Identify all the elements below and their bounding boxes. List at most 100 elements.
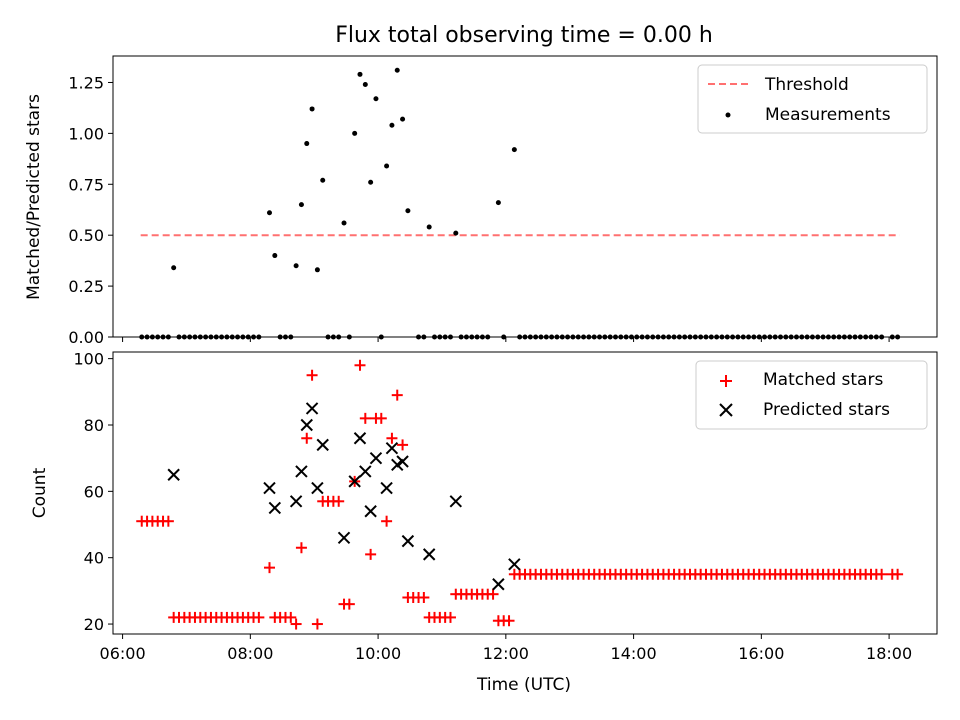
predicted-star-marker: [396, 455, 409, 468]
predicted-star-marker: [492, 578, 505, 591]
matched-star-marker: [285, 611, 297, 623]
bottom-x-ticks: 06:00 08:00 10:00 12:00 14:00 16:00 18:00: [100, 634, 912, 663]
predicted-star-marker: [359, 465, 372, 478]
matched-star-marker: [290, 618, 302, 630]
matched-star-marker: [386, 432, 398, 444]
predicted-star-marker: [348, 475, 361, 488]
matched-star-marker: [365, 548, 377, 560]
top-y-ticks: 0.00 0.25 0.50 0.75 1.00 1.25: [68, 73, 113, 347]
measurement-point: [352, 130, 358, 136]
top-legend-box: [697, 64, 928, 134]
x-tick-label: 14:00: [611, 644, 657, 663]
bottom-legend-box: [695, 360, 928, 430]
predicted-star-marker: [300, 418, 313, 432]
x-tick-label: 08:00: [227, 644, 273, 663]
y-tick-label: 20: [84, 615, 104, 634]
measurement-point: [405, 208, 411, 214]
matched-star-marker: [418, 592, 430, 604]
measurement-point: [495, 200, 501, 206]
predicted-star-marker: [337, 531, 351, 544]
measurement-point: [384, 163, 390, 169]
matched-star-marker: [397, 439, 409, 451]
predicted-star-marker: [380, 481, 393, 495]
y-tick-label: 0.75: [68, 175, 104, 194]
matched-star-marker: [253, 611, 265, 623]
measurement-point: [400, 116, 406, 122]
x-tick-label: 16:00: [738, 644, 784, 663]
measurement-point: [368, 179, 374, 185]
matched-star-marker: [311, 618, 323, 630]
measurement-point: [314, 267, 320, 273]
y-tick-label: 40: [84, 549, 104, 568]
matched-star-marker: [503, 615, 515, 627]
predicted-star-marker: [167, 468, 180, 481]
measurement-point: [511, 147, 517, 153]
predicted-star-marker: [295, 465, 308, 478]
predicted-star-marker: [422, 548, 436, 561]
x-tick-label: 10:00: [355, 644, 401, 663]
matched-star-marker: [487, 588, 499, 600]
measurement-point: [298, 202, 304, 208]
measurement-point: [293, 263, 299, 269]
predicted-star-marker: [289, 495, 303, 508]
matched-star-marker: [333, 495, 345, 507]
matched-star-marker: [295, 542, 307, 554]
matched-star-marker: [381, 515, 393, 527]
matched-star-marker: [375, 412, 387, 424]
y-tick-label: 100: [73, 350, 104, 369]
predicted-star-marker: [508, 558, 521, 571]
predicted-star-marker: [311, 481, 324, 495]
measurement-point: [320, 177, 326, 183]
legend-matched-label: Matched stars: [763, 370, 883, 390]
predicted-star-marker: [316, 438, 329, 452]
x-tick-label: 12:00: [483, 644, 529, 663]
top-y-axis-label: Matched/Predicted stars: [24, 94, 44, 300]
measurement-point: [341, 220, 347, 226]
matched-star-marker: [359, 412, 371, 424]
y-tick-label: 0.25: [68, 277, 104, 296]
predicted-star-marker: [353, 432, 367, 445]
measurement-point: [426, 224, 432, 230]
measurement-point: [362, 82, 368, 88]
measurement-point: [309, 106, 315, 112]
legend-threshold-label: Threshold: [764, 75, 849, 95]
bottom-y-ticks: 20 40 60 80 100: [73, 350, 113, 634]
matched-star-marker: [444, 611, 456, 623]
y-tick-label: 60: [84, 482, 104, 501]
x-tick-label: 06:00: [100, 644, 146, 663]
matched-star-marker: [263, 562, 275, 574]
chart-title: Flux total observing time = 0.00 h: [335, 23, 713, 48]
top-legend: Threshold Measurements: [697, 64, 928, 134]
legend-predicted-label: Predicted stars: [763, 400, 890, 420]
measurement-point: [373, 96, 379, 102]
legend-measurements-label: Measurements: [765, 105, 891, 125]
top-axes-frame: [112, 55, 938, 338]
legend-predicted-swatch: [719, 403, 733, 417]
measurement-point: [453, 230, 459, 236]
x-axis-label: Time (UTC): [476, 675, 571, 695]
y-tick-label: 0.50: [68, 226, 104, 245]
measurement-point: [272, 253, 278, 259]
legend-matched-swatch: [720, 375, 732, 387]
measurement-point: [357, 71, 363, 77]
predicted-star-marker: [268, 501, 282, 515]
predicted-star-marker: [369, 451, 383, 465]
matched-star-marker: [306, 369, 318, 381]
predicted-star-marker: [449, 495, 463, 508]
predicted-star-marker: [401, 534, 415, 548]
top-x-ticks: [122, 337, 890, 342]
matched-star-marker: [391, 389, 403, 401]
y-tick-label: 0.00: [68, 328, 104, 347]
predicted-star-marker: [263, 481, 276, 495]
y-tick-label: 1.25: [68, 73, 104, 92]
measurement-point: [394, 67, 400, 73]
bottom-plot-area: [136, 359, 904, 630]
matched-star-marker: [354, 359, 366, 371]
y-tick-label: 1.00: [68, 124, 104, 143]
x-tick-label: 18:00: [866, 644, 912, 663]
bottom-y-axis-label: Count: [30, 467, 50, 518]
measurement-point: [266, 210, 272, 216]
matched-star-marker: [892, 568, 904, 580]
matched-star-marker: [162, 515, 174, 527]
